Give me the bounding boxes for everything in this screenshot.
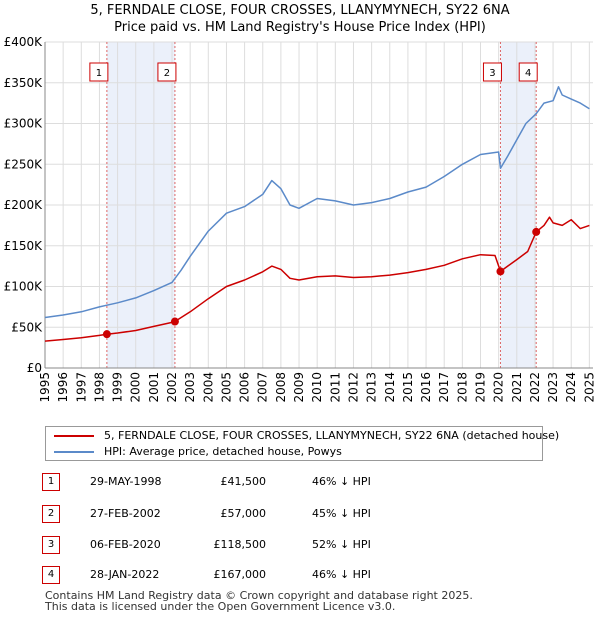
x-tick-label: 2006 [238,372,252,403]
sale-date: 06-FEB-2020 [90,538,161,551]
x-tick-label: 2016 [419,372,433,403]
x-tick-label: 2005 [219,372,233,403]
y-tick-label: £200K [4,198,44,212]
marker-label-box [89,62,109,82]
x-tick-label: 2001 [147,372,161,403]
chart-legend: 5, FERNDALE CLOSE, FOUR CROSSES, LLANYMY… [45,426,559,461]
y-tick-label: £50K [11,320,43,334]
x-tick-label: 1995 [38,372,52,403]
sale-price: £57,000 [220,507,267,520]
sale-number-badge: 2 [42,505,60,523]
sale-price: £167,000 [213,568,267,581]
y-tick-label: £250K [4,157,44,171]
title-line-1: 5, FERNDALE CLOSE, FOUR CROSSES, LLANYMY… [90,3,510,18]
sale-date: 29-MAY-1998 [90,475,162,488]
sale-number-badge: 3 [42,536,60,554]
x-tick-label: 2012 [346,372,360,403]
y-tick-label: £0 [27,361,42,375]
sale-point [170,317,179,326]
y-tick-label: £150K [4,239,44,253]
series-line [44,86,590,319]
sale-date: 27-FEB-2002 [90,507,161,520]
x-tick-label: 2003 [183,372,197,403]
x-tick-label: 2002 [165,372,179,403]
x-tick-label: 2004 [201,372,215,403]
marker-label-box [482,62,502,82]
x-tick-label: 2017 [437,372,451,403]
chart-title: 5, FERNDALE CLOSE, FOUR CROSSES, LLANYMY… [0,2,600,36]
sale-row: 3 06-FEB-2020 £118,500 52% ↓ HPI [42,536,562,554]
x-tick-label: 2013 [365,372,379,403]
footer-line-1: Contains HM Land Registry data © Crown c… [45,589,473,602]
footer: Contains HM Land Registry data © Crown c… [45,590,473,612]
x-tick-label: 2021 [510,372,524,403]
x-tick-label: 2024 [564,372,578,403]
sale-price: £41,500 [220,475,267,488]
x-tick-label: 2015 [401,372,415,403]
x-tick-label: 2018 [455,372,469,403]
sale-hpi-diff: 46% ↓ HPI [312,568,371,581]
x-tick-label: 2000 [129,372,143,403]
y-tick-label: £400K [4,36,44,49]
sale-row: 4 28-JAN-2022 £167,000 46% ↓ HPI [42,566,562,584]
marker-label-box [518,62,538,82]
title-line-2: Price paid vs. HM Land Registry's House … [114,20,486,35]
sale-hpi-diff: 46% ↓ HPI [312,475,371,488]
sale-number-badge: 1 [42,473,60,491]
x-tick-label: 2014 [383,372,397,403]
marker-label: 2 [164,68,170,79]
x-tick-label: 2008 [274,372,288,403]
y-tick-label: £300K [4,117,44,131]
sale-row: 2 27-FEB-2002 £57,000 45% ↓ HPI [42,505,562,523]
x-tick-label: 2009 [292,372,306,403]
sale-point [532,227,541,236]
sale-point [102,330,111,339]
y-tick-label: £350K [4,76,44,90]
x-tick-label: 1998 [92,372,106,403]
x-tick-label: 2011 [328,372,342,403]
x-tick-label: 2007 [256,372,270,403]
sale-row: 1 29-MAY-1998 £41,500 46% ↓ HPI [42,473,562,491]
x-tick-label: 2022 [528,372,542,403]
footer-line-2: This data is licensed under the Open Gov… [45,600,396,613]
sale-number-badge: 4 [42,566,60,584]
legend-hpi-swatch [54,451,94,453]
x-tick-label: 2025 [582,372,596,403]
sale-date: 28-JAN-2022 [90,568,160,581]
x-tick-label: 2023 [546,372,560,403]
marker-label: 1 [96,68,102,79]
legend-hpi-label: HPI: Average price, detached house, Powy… [104,445,342,458]
x-tick-label: 2019 [473,372,487,403]
sale-hpi-diff: 45% ↓ HPI [312,507,371,520]
marker-label: 3 [489,68,495,79]
x-tick-label: 2020 [492,372,506,403]
x-tick-label: 2010 [310,372,324,403]
marker-label: 4 [525,68,531,79]
legend-property-label: 5, FERNDALE CLOSE, FOUR CROSSES, LLANYMY… [104,429,560,442]
sale-price: £118,500 [213,538,267,551]
price-chart: 1 2 3 4 £0 £50K £100K £150K £200K £250K £300K £350K… [4,36,597,403]
x-tick-label: 1996 [56,372,70,403]
x-tick-label: 1999 [111,372,125,403]
marker-label-box [157,62,177,82]
y-tick-label: £100K [4,280,44,294]
sale-point [496,267,505,276]
legend-property-swatch [54,435,94,437]
x-tick-label: 1997 [74,372,88,403]
sale-hpi-diff: 52% ↓ HPI [312,538,371,551]
